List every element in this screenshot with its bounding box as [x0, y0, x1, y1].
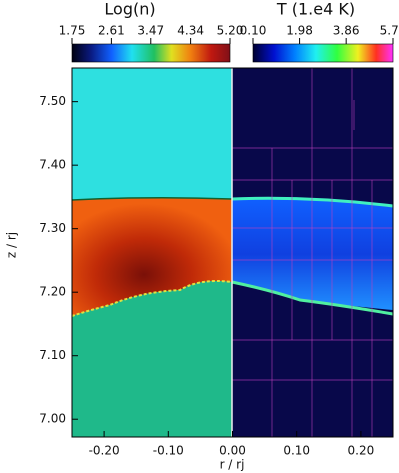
x-tick-label: 0.20 [348, 444, 375, 458]
y-tick-label: 7.00 [39, 412, 66, 426]
mesh [232, 68, 393, 437]
colorbar-tick-label: 3.86 [333, 24, 360, 38]
interface [71, 196, 233, 201]
colorbar-tick-label: 2.61 [98, 24, 125, 38]
x-tick-label: 0.00 [219, 444, 246, 458]
dense-layer [72, 197, 232, 316]
colorbar-tick-label: 4.34 [177, 24, 204, 38]
y-tick-label: 7.50 [39, 94, 66, 108]
colorbar-tick-label: 5.20 [217, 24, 244, 38]
colorbar-tick-label: 1.98 [286, 24, 313, 38]
y-tick-label: 7.30 [39, 221, 66, 235]
colorbar-tick-label: 3.47 [137, 24, 164, 38]
colorbar-tick-label: 1.75 [59, 24, 86, 38]
lower-region [72, 281, 232, 437]
y-axis-label: z / rj [5, 232, 19, 258]
x-tick-label: 0.10 [283, 444, 310, 458]
colorbar-title: T (1.e4 K) [276, 0, 355, 19]
interface [71, 280, 233, 317]
x-axis-label: r / rj [220, 458, 245, 472]
x-tick-label: -0.10 [153, 444, 184, 458]
front [231, 196, 394, 208]
colorbar-tick-label: 0.10 [240, 24, 267, 38]
colorbar [252, 43, 394, 63]
colorbar-tick-label: 5.75 [380, 24, 399, 38]
y-tick-label: 7.20 [39, 285, 66, 299]
colorbar-title: Log(n) [104, 0, 155, 19]
front [231, 280, 394, 316]
x-tick-label: -0.20 [89, 444, 120, 458]
y-tick-label: 7.40 [39, 158, 66, 172]
y-tick-label: 7.10 [39, 348, 66, 362]
colorbar [71, 43, 231, 63]
